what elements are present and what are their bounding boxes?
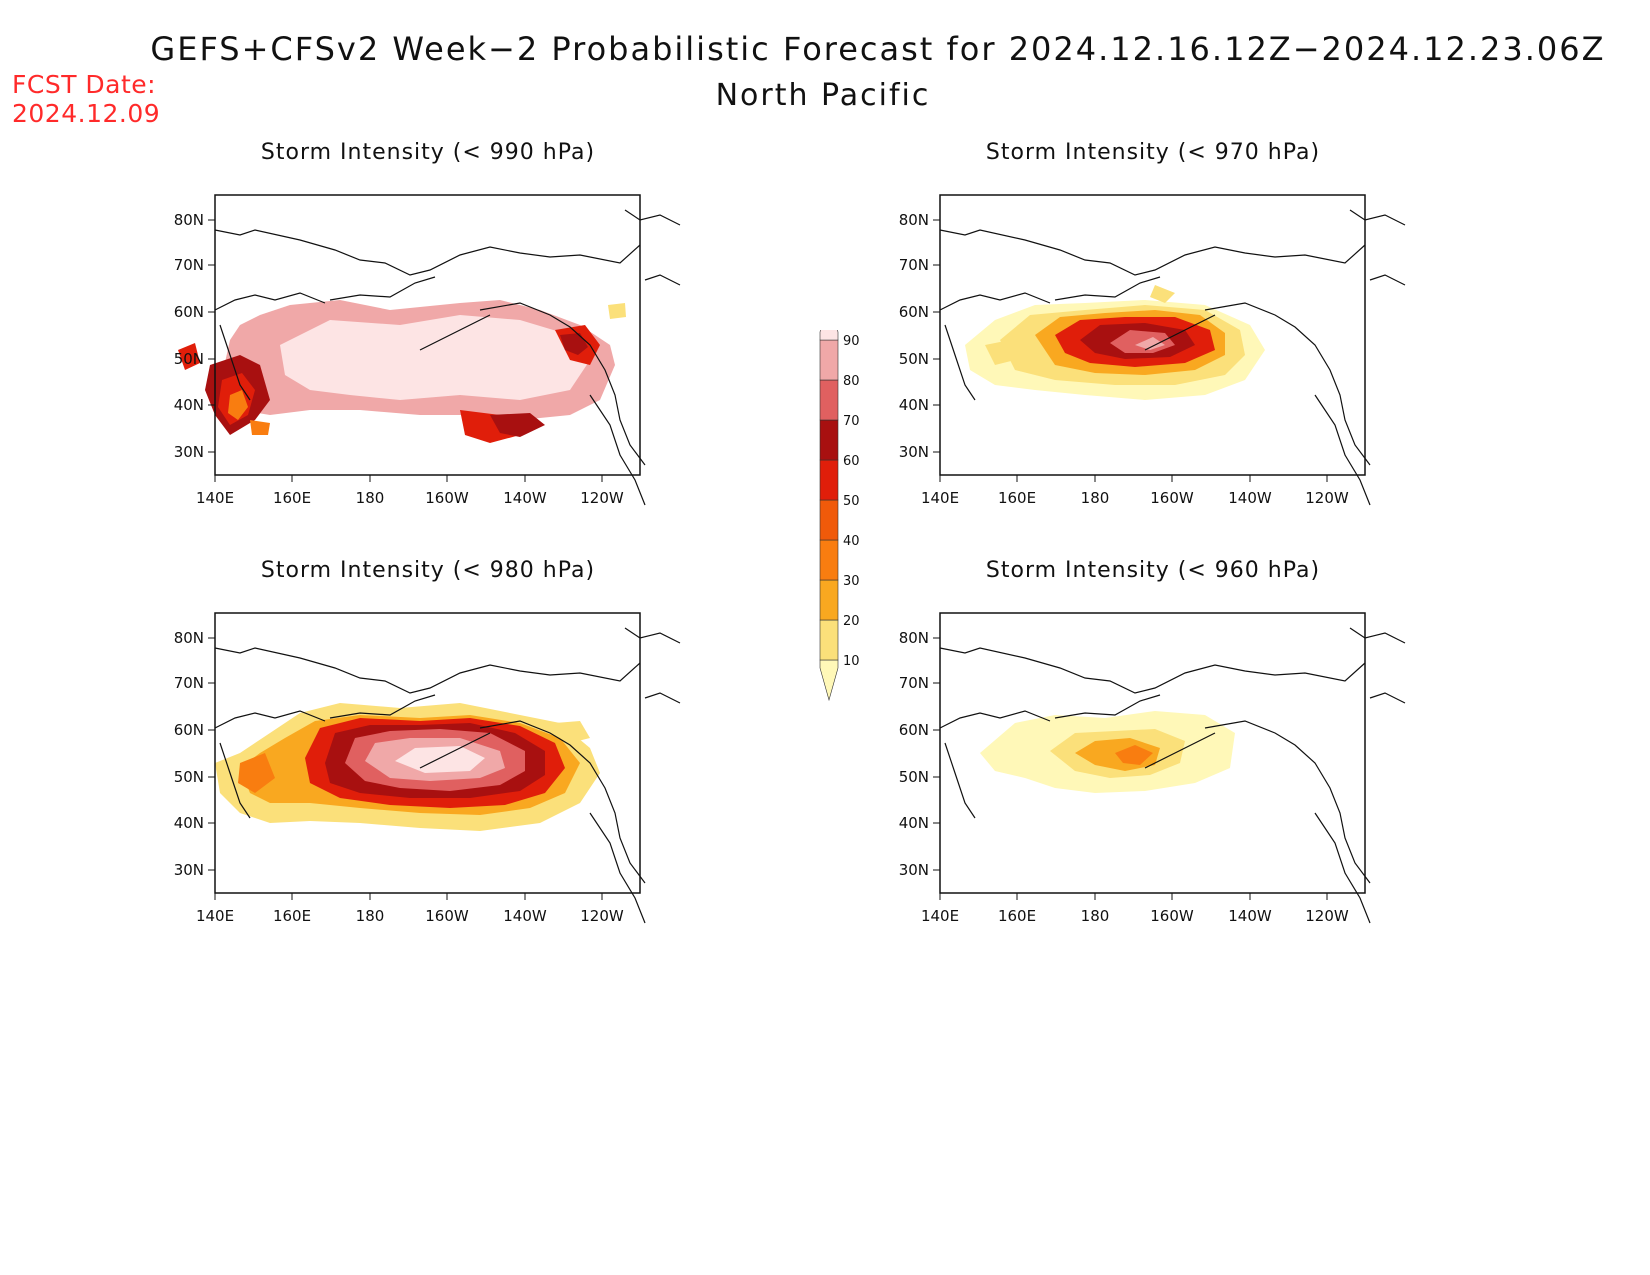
colorbar-level-label: 10 [843,654,860,669]
main-title: GEFS+CFSv2 Week−2 Probabilistic Forecast… [150,30,1606,68]
lon-label-160e: 160E [998,907,1036,925]
lat-label-60n: 60N [899,721,929,739]
colorbar-segments [819,330,839,702]
lat-label-50n: 50N [899,350,929,368]
lon-label-140e: 140E [921,907,959,925]
lon-label-160e: 160E [273,489,311,507]
colorbar-level-label: 70 [843,414,860,429]
map-frame-960 [939,612,1366,894]
lon-label-160w: 160W [1150,907,1194,925]
ticks-990 [208,219,603,482]
lat-label-40n: 40N [174,814,204,832]
lon-label-140w: 140W [503,907,547,925]
lon-label-180: 180 [1081,489,1110,507]
map-frame-990 [214,194,641,476]
map-panel-990: 80N 70N 60N 50N 40N 30N 140E 160E 180 16… [174,194,681,507]
colorbar-band [819,330,839,341]
lat-label-40n: 40N [899,814,929,832]
contour-fill-960 [980,711,1235,793]
coastline-970 [939,209,1406,506]
lat-label-30n: 30N [174,443,204,461]
lat-label-70n: 70N [174,256,204,274]
contour-fill-970 [965,285,1265,400]
lon-label-140w: 140W [1228,489,1272,507]
lat-label-40n: 40N [174,396,204,414]
lon-label-120w: 120W [580,489,624,507]
lon-label-160w: 160W [1150,489,1194,507]
panel-title-970: Storm Intensity (< 970 hPa) [985,140,1321,165]
panel-title-980: Storm Intensity (< 980 hPa) [260,558,596,583]
colorbar-band [819,499,839,541]
lat-label-80n: 80N [174,629,204,647]
lon-label-120w: 120W [1305,489,1349,507]
colorbar-band [819,459,839,501]
lon-label-140e: 140E [196,489,234,507]
lon-label-160e: 160E [273,907,311,925]
panel-title-960: Storm Intensity (< 960 hPa) [985,558,1321,583]
lat-label-70n: 70N [899,674,929,692]
panel-title-990: Storm Intensity (< 990 hPa) [260,140,596,165]
map-panel-960: 80N 70N 60N 50N 40N 30N 140E 160E 180 16… [899,612,1406,925]
lon-label-140e: 140E [921,489,959,507]
lat-label-40n: 40N [899,396,929,414]
colorbar-band [819,619,839,661]
lon-label-160w: 160W [425,489,469,507]
lon-label-120w: 120W [1305,907,1349,925]
lat-label-50n: 50N [174,350,204,368]
lon-label-180: 180 [356,907,385,925]
map-frame-970 [939,194,1366,476]
forecast-date-block: FCST Date: 2024.12.09 [12,70,160,128]
colorbar-level-label: 40 [843,534,860,549]
colorbar-band [819,579,839,621]
map-frame-980 [214,612,641,894]
colorbar-band [819,379,839,421]
lat-label-60n: 60N [174,721,204,739]
colorbar-level-label: 30 [843,574,860,589]
lat-label-70n: 70N [174,674,204,692]
lon-label-140w: 140W [503,489,547,507]
colorbar-band [819,339,839,381]
lon-label-180: 180 [1081,907,1110,925]
lat-label-60n: 60N [899,303,929,321]
colorbar: 10 20 30 40 50 60 70 80 90 [819,330,860,702]
colorbar-labels: 10 20 30 40 50 60 70 80 90 [843,334,860,669]
colorbar-level-label: 60 [843,454,860,469]
lat-label-80n: 80N [899,211,929,229]
colorbar-level-label: 20 [843,614,860,629]
lat-label-30n: 30N [899,861,929,879]
forecast-date-value: 2024.12.09 [12,99,161,128]
forecast-date-label: FCST Date: [12,70,157,99]
map-panel-980: 80N 70N 60N 50N 40N 30N 140E 160E 180 16… [174,612,681,925]
colorbar-level-label: 90 [843,334,860,349]
lon-label-160e: 160E [998,489,1036,507]
lat-label-60n: 60N [174,303,204,321]
lat-label-80n: 80N [899,629,929,647]
lat-label-70n: 70N [899,256,929,274]
contour-fill-980 [215,703,600,831]
coastline-990 [214,209,681,506]
coastline-980 [214,627,681,924]
colorbar-level-label: 80 [843,374,860,389]
colorbar-band [819,419,839,461]
lon-label-120w: 120W [580,907,624,925]
coastline-960 [939,627,1406,924]
colorbar-band [819,539,839,581]
lat-label-50n: 50N [174,768,204,786]
colorbar-band [819,659,839,702]
map-panel-970: 80N 70N 60N 50N 40N 30N 140E 160E 180 16… [899,194,1406,507]
lon-label-140w: 140W [1228,907,1272,925]
lat-label-50n: 50N [899,768,929,786]
lon-label-160w: 160W [425,907,469,925]
contour-fill-990 [178,300,626,443]
lat-label-30n: 30N [174,861,204,879]
region-subtitle: North Pacific [715,78,931,113]
colorbar-level-label: 50 [843,494,860,509]
lat-label-30n: 30N [899,443,929,461]
lon-label-180: 180 [356,489,385,507]
lat-label-80n: 80N [174,211,204,229]
lon-label-140e: 140E [196,907,234,925]
